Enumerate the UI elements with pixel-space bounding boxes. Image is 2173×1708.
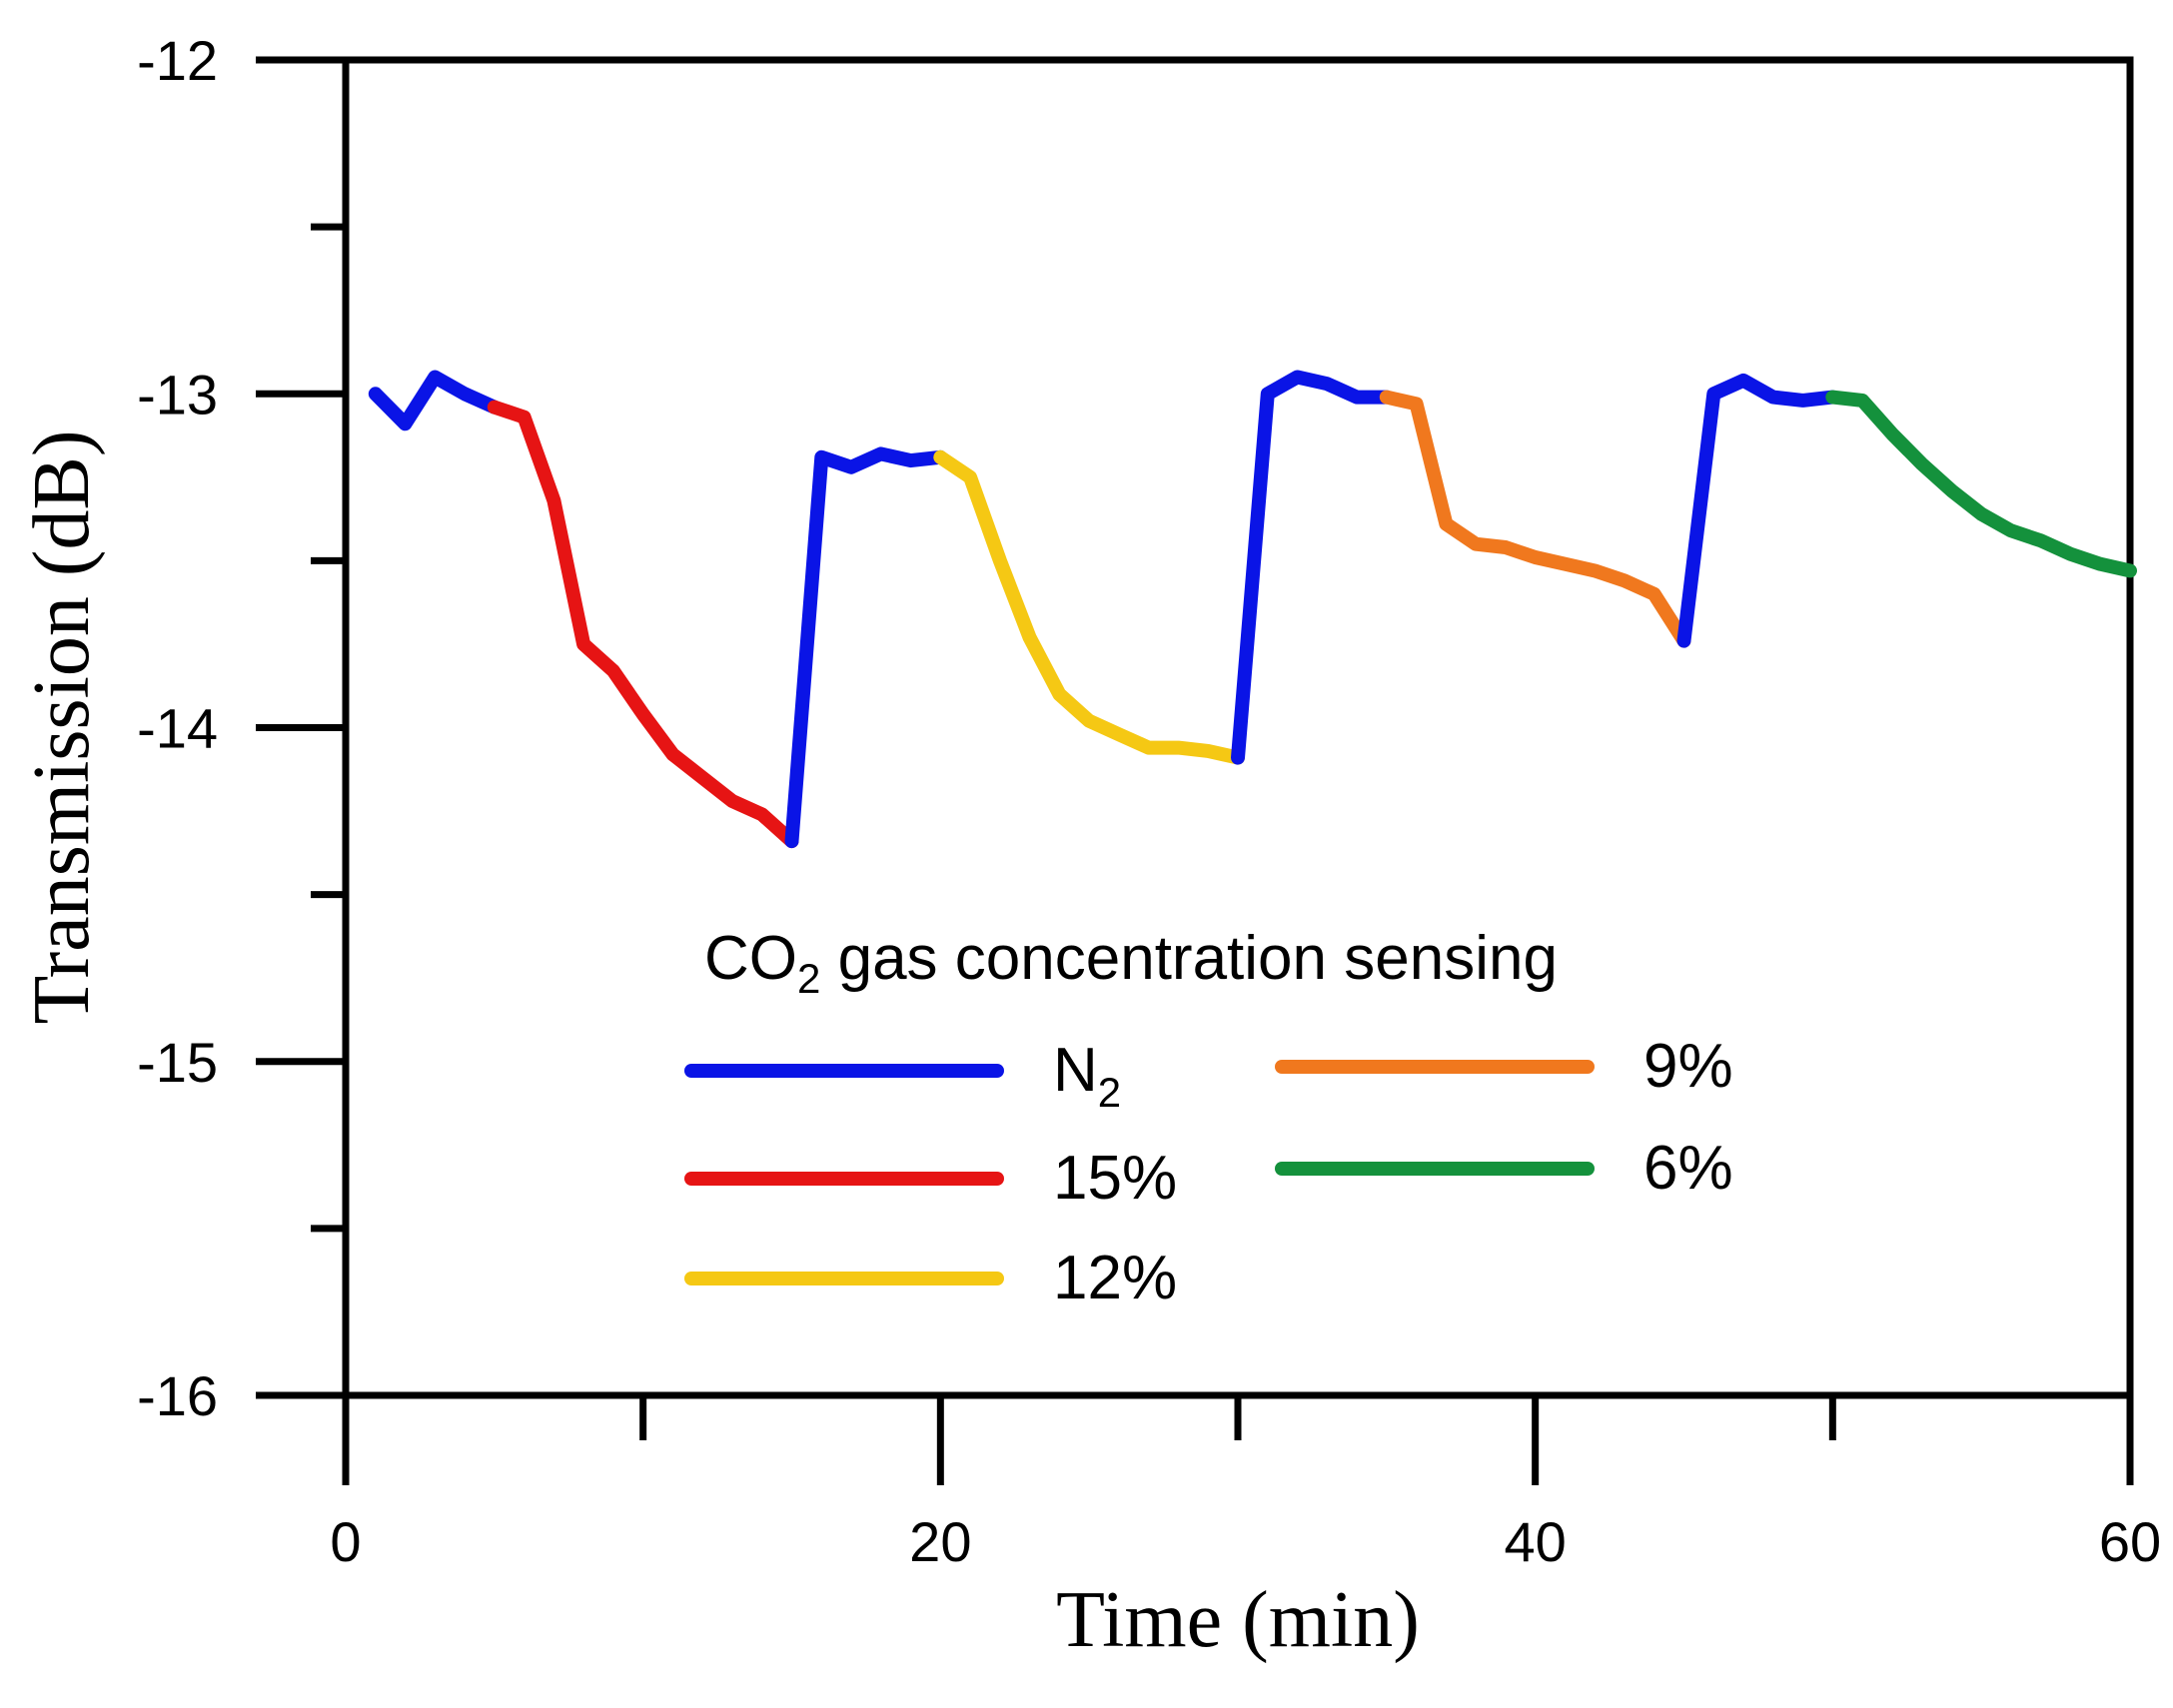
legend-label: 15% xyxy=(1053,1144,1177,1213)
x-tick-label: 40 xyxy=(1505,1510,1567,1573)
legend-label: N2 xyxy=(1053,1036,1121,1116)
series-line-n2 xyxy=(368,370,502,431)
y-tick-label: -14 xyxy=(137,697,218,760)
x-tick-label: 0 xyxy=(330,1510,361,1573)
legend-label: 12% xyxy=(1053,1244,1177,1312)
x-axis-ticks: 0 20 40 60 xyxy=(330,1395,2161,1573)
x-tick-label: 60 xyxy=(2099,1510,2161,1573)
y-tick-label: -12 xyxy=(137,29,218,92)
y-tick-label: -16 xyxy=(137,1364,218,1427)
legend-entries: N2 15% 12% 9% 6% xyxy=(684,1032,1733,1312)
y-tick-label: -15 xyxy=(137,1031,218,1094)
series-line-15pct xyxy=(487,400,799,849)
y-tick-label: -13 xyxy=(137,363,218,426)
y-axis-title: Transmission (dB) xyxy=(18,430,106,1025)
series-line-6pct xyxy=(1825,390,2137,578)
x-tick-label: 20 xyxy=(909,1510,971,1573)
y-axis-ticks: -12 -13 -14 -15 -16 xyxy=(137,29,346,1427)
series-line-9pct xyxy=(1379,390,1691,648)
series-line-12pct xyxy=(933,449,1245,765)
x-axis-title: Time (min) xyxy=(1056,1576,1420,1664)
series-line-n2 xyxy=(1676,373,1840,648)
series-line-n2 xyxy=(784,446,948,849)
series-line-n2 xyxy=(1231,370,1394,765)
legend-label: 9% xyxy=(1643,1032,1733,1101)
series-layer xyxy=(368,370,2137,849)
legend: CO2 gas concentration sensing N2 15% 12% 9%… xyxy=(684,924,1733,1312)
legend-label: 6% xyxy=(1643,1134,1733,1203)
legend-title: CO2 gas concentration sensing xyxy=(704,924,1558,1002)
